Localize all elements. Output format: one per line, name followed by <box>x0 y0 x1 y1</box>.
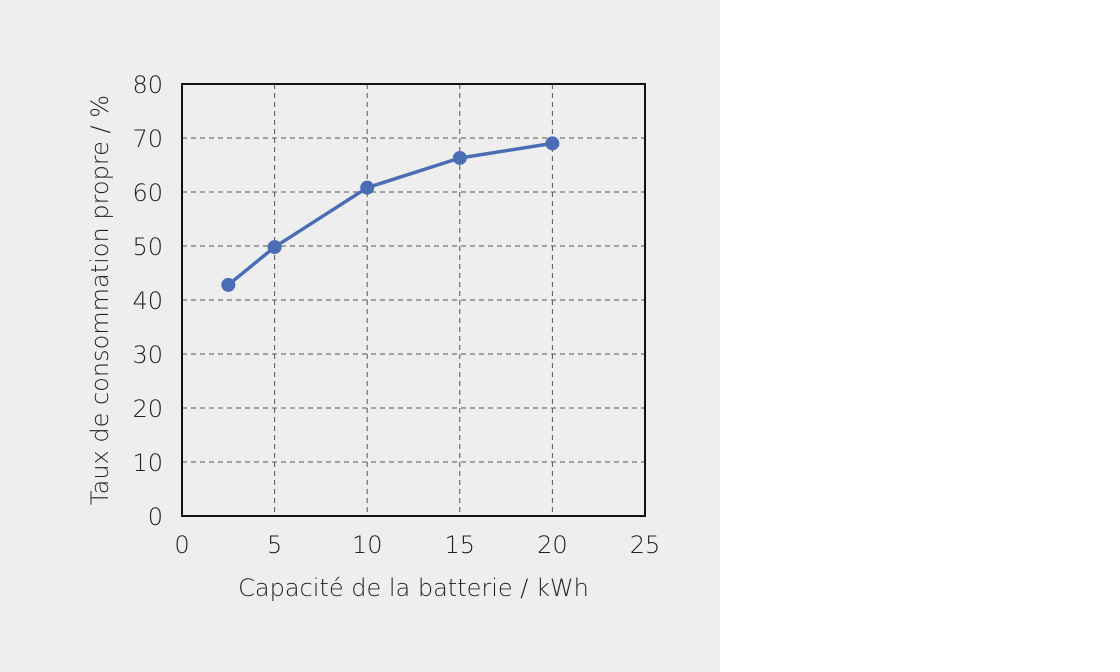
chart-panel: 0 5 10 15 20 25 0 10 20 30 40 50 60 70 80 Capacité de … <box>0 0 720 672</box>
y-tick-label: 10 <box>132 449 163 477</box>
line-chart: 0 5 10 15 20 25 0 10 20 30 40 50 60 70 80 Capacité de … <box>86 71 660 602</box>
grid-lines <box>182 84 645 516</box>
y-tick-label: 0 <box>148 503 163 531</box>
y-tick-label: 70 <box>132 125 163 153</box>
data-point-marker <box>360 180 375 195</box>
x-tick-label: 20 <box>537 531 568 559</box>
series-line <box>227 141 553 287</box>
y-tick-label: 80 <box>132 71 163 99</box>
data-point-marker <box>221 277 236 292</box>
x-tick-label: 10 <box>352 531 383 559</box>
y-tick-label: 50 <box>132 233 163 261</box>
x-tick-label: 15 <box>445 531 476 559</box>
series-layer <box>221 136 560 292</box>
y-tick-label: 20 <box>132 395 163 423</box>
x-tick-label: 0 <box>174 531 189 559</box>
x-tick-label: 5 <box>267 531 282 559</box>
data-point-marker <box>452 150 467 165</box>
y-tick-label: 30 <box>132 341 163 369</box>
data-point-marker <box>545 136 560 151</box>
y-tick-label: 40 <box>132 287 163 315</box>
x-axis-title: Capacité de la batterie / kWh <box>238 574 589 602</box>
y-axis-title: Taux de consommation propre / % <box>86 95 114 505</box>
tick-labels: 0 5 10 15 20 25 0 10 20 30 40 50 60 70 80 <box>132 71 660 559</box>
x-tick-label: 25 <box>630 531 661 559</box>
data-point-marker <box>267 240 282 255</box>
y-tick-label: 60 <box>132 179 163 207</box>
plot-area-frame <box>181 83 646 517</box>
